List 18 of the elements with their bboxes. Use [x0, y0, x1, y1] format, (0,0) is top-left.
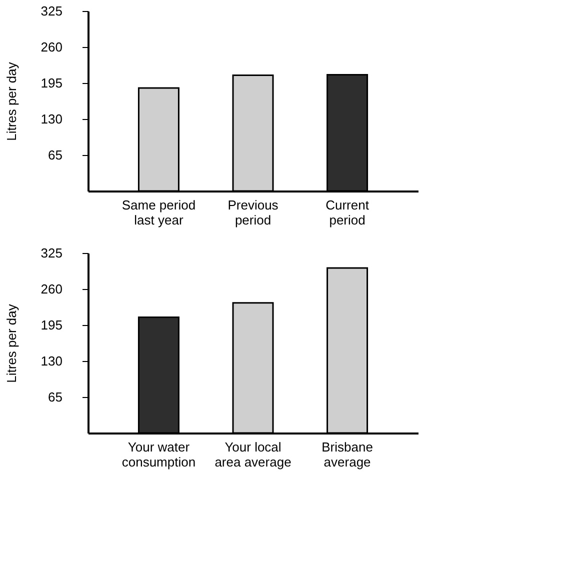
y-axis-title: Litres per day	[4, 62, 19, 141]
y-tick-label: 195	[40, 76, 62, 90]
x-tick-label: Same period last year	[122, 198, 196, 228]
y-tick-label: 325	[40, 4, 62, 18]
y-tick-label: 260	[40, 282, 62, 296]
x-tick-label: Your water consumption	[122, 440, 196, 470]
x-tick-label: Your local area average	[214, 440, 292, 470]
x-tick-label: Previous period	[228, 198, 279, 228]
y-axis-title: Litres per day	[4, 304, 19, 383]
y-tick-label: 65	[48, 148, 62, 162]
y-tick-label: 65	[48, 390, 62, 404]
y-tick-label: 325	[40, 246, 62, 260]
y-tick-label: 130	[40, 112, 62, 126]
x-tick-label: Brisbane average	[322, 440, 373, 470]
y-tick-label: 130	[40, 354, 62, 368]
x-tick-label: Current period	[326, 198, 370, 228]
y-tick-label: 260	[40, 40, 62, 54]
y-tick-label: 195	[40, 318, 62, 332]
